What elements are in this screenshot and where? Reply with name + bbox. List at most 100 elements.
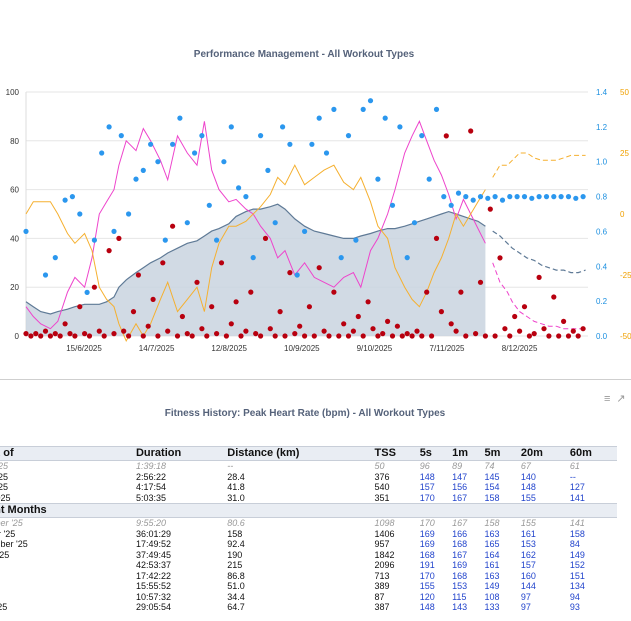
value-cell[interactable]: 141 [569, 518, 585, 528]
value-cell[interactable]: 148 [419, 471, 435, 482]
value-cell[interactable]: 164 [484, 549, 500, 560]
value-cell[interactable]: 149 [569, 549, 585, 560]
value-cell[interactable]: 141 [569, 492, 585, 503]
value-cell[interactable]: 120 [419, 591, 435, 602]
value-cell[interactable]: 97 [520, 591, 531, 602]
value-cell[interactable]: 158 [484, 518, 500, 528]
value-cell[interactable]: 67 [520, 461, 531, 471]
menu-icon[interactable]: ≡ [604, 393, 611, 405]
value-cell[interactable]: 160 [520, 570, 536, 581]
col-header-duration[interactable]: Duration [133, 446, 226, 461]
value-cell[interactable]: 149 [484, 581, 500, 591]
value-cell[interactable]: 161 [484, 560, 500, 570]
summary-row[interactable]: mber '25 9:55:20 80.6 1098 170 167 158 155 141 [0, 518, 617, 529]
col-header-60m[interactable]: 60m [567, 446, 617, 461]
value-cell[interactable]: 170 [419, 570, 435, 581]
expand-icon[interactable]: ↗ [616, 393, 626, 405]
value-cell[interactable]: 148 [520, 482, 536, 492]
stress-point [33, 331, 39, 337]
value-cell[interactable]: 165 [484, 539, 500, 549]
summary-row[interactable]: 2025 1:39:18 -- 50 96 89 74 67 61 [0, 461, 617, 472]
value-cell[interactable]: 158 [484, 492, 500, 503]
value-cell[interactable]: 144 [520, 581, 536, 591]
value-cell[interactable]: 163 [484, 570, 500, 581]
value-cell[interactable]: 158 [569, 528, 585, 539]
value-cell[interactable]: 93 [569, 602, 580, 612]
stress-point [404, 331, 410, 337]
table-row[interactable]: st '25 37:49:45 190 1842 168 167 164 162 149 [0, 550, 617, 561]
value-cell[interactable]: 157 [419, 482, 435, 492]
value-cell[interactable]: 74 [484, 461, 495, 471]
value-cell[interactable]: 156 [452, 482, 468, 492]
value-cell[interactable]: 145 [484, 471, 500, 482]
value-cell[interactable]: 140 [520, 471, 536, 482]
value-cell[interactable]: 96 [419, 461, 430, 471]
value-cell[interactable]: 155 [419, 581, 435, 591]
value-cell[interactable]: 170 [419, 492, 435, 503]
table-row[interactable]: 2542:53:37 215 2096 191 169 161 157 152 [0, 560, 617, 571]
value-cell[interactable]: 166 [452, 528, 468, 539]
col-header-20m[interactable]: 20m [518, 446, 568, 461]
value-cell[interactable]: 168 [452, 539, 468, 549]
value-cell[interactable]: -- [569, 471, 576, 482]
value-cell[interactable]: 143 [452, 602, 468, 612]
value-cell[interactable]: 168 [452, 570, 468, 581]
table-row[interactable]: h '25 29:05:54 64.7 387 148 143 133 97 93 [0, 602, 617, 613]
value-cell[interactable]: 155 [520, 492, 536, 503]
value-cell[interactable]: 170 [419, 518, 435, 528]
table-row[interactable]: ber '25 36:01:29 158 1406 169 166 163 161 158 [0, 529, 617, 540]
value-cell[interactable]: 97 [520, 602, 531, 612]
value-cell[interactable]: 191 [419, 560, 435, 570]
value-cell[interactable]: 61 [569, 461, 580, 471]
value-cell[interactable]: 151 [569, 570, 585, 581]
value-cell[interactable]: 94 [569, 591, 580, 602]
value-cell[interactable]: 127 [569, 482, 585, 492]
stress-point [160, 260, 166, 266]
value-cell[interactable]: 89 [452, 461, 463, 471]
value-cell[interactable]: 169 [419, 539, 435, 549]
value-cell[interactable]: 153 [520, 539, 536, 549]
value-cell: 540 [374, 482, 390, 492]
value-cell: 41.8 [227, 482, 245, 492]
stress-point [150, 296, 156, 302]
col-header-1m[interactable]: 1m [450, 446, 483, 461]
intensity-point [419, 133, 425, 139]
value-cell[interactable]: 134 [569, 581, 585, 591]
col-header-period[interactable]: ek of [0, 446, 134, 461]
value-cell[interactable]: 154 [484, 482, 500, 492]
table-row[interactable]: 2025 4:17:54 41.8 540 157 156 154 148 127 [0, 482, 617, 493]
value-cell[interactable]: 153 [452, 581, 468, 591]
value-cell[interactable]: 152 [569, 560, 585, 570]
value-cell[interactable]: 84 [569, 539, 580, 549]
value-cell[interactable]: 169 [419, 528, 435, 539]
table-row[interactable]: 2515:55:52 51.0 389 155 153 149 144 134 [0, 581, 617, 592]
value-cell[interactable]: 169 [452, 560, 468, 570]
value-cell[interactable]: 161 [520, 528, 536, 539]
value-cell[interactable]: 163 [484, 528, 500, 539]
value-cell[interactable]: 168 [419, 549, 435, 560]
value-cell[interactable]: 148 [419, 602, 435, 612]
col-header-5m[interactable]: 5m [482, 446, 519, 461]
value-cell[interactable]: 155 [520, 518, 536, 528]
stress-point [130, 309, 137, 315]
stress-point [42, 328, 49, 334]
value-cell[interactable]: 167 [452, 518, 468, 528]
value-cell[interactable]: 115 [452, 591, 467, 602]
col-header-5s[interactable]: 5s [417, 446, 451, 461]
value-cell[interactable]: 147 [452, 471, 468, 482]
value-cell[interactable]: 167 [452, 549, 468, 560]
value-cell[interactable]: 157 [520, 560, 536, 570]
history-title: Fitness History: Peak Heart Rate (bpm) -… [164, 408, 446, 419]
table-row[interactable]: ember '25 17:49:52 92.4 957 169 168 165 153 84 [0, 539, 617, 550]
stress-point [341, 321, 347, 327]
col-header-distance[interactable]: Distance (km) [225, 446, 373, 461]
table-row[interactable]: 2025 2:56:22 28.4 376 148 147 145 140 -- [0, 472, 617, 483]
value-cell[interactable]: 108 [484, 591, 500, 602]
value-cell[interactable]: 167 [452, 492, 468, 503]
col-header-tss[interactable]: TSS [372, 446, 418, 461]
value-cell[interactable]: 162 [520, 549, 536, 560]
table-row[interactable]: /2025 5:03:35 31.0 351 170 167 158 155 141 [0, 493, 617, 504]
value-cell[interactable]: 133 [484, 602, 500, 612]
